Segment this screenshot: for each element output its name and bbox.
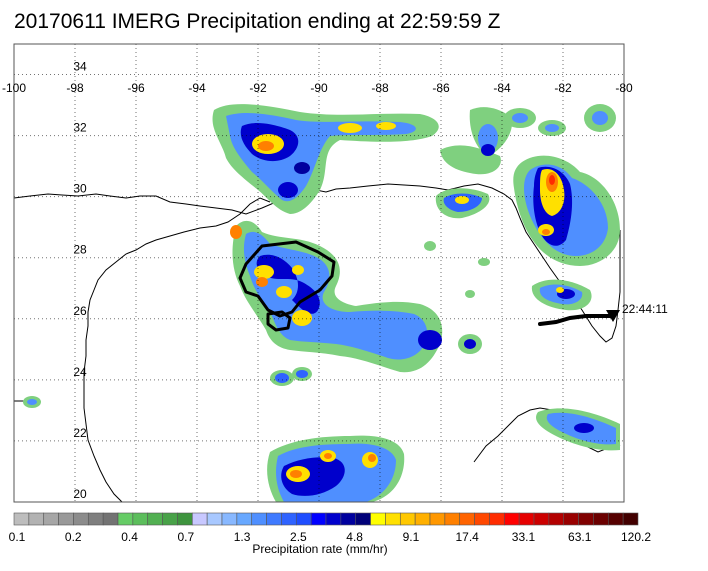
down-triangle-icon — [606, 310, 620, 322]
map-frame — [13, 43, 625, 503]
latitude-label: 20 — [73, 487, 87, 501]
colorbar-label: Precipitation rate (mm/hr) — [252, 542, 388, 556]
colorbar-swatch — [489, 512, 505, 526]
colorbar-swatch — [563, 512, 579, 526]
colorbar-swatch — [355, 512, 371, 526]
latitude-labels: 34 32 30 28 26 24 22 20 — [73, 60, 87, 501]
colorbar-swatch — [206, 512, 223, 526]
precip-cluster-florida-panhandle — [435, 104, 616, 219]
precip-cluster-cuba — [536, 408, 620, 451]
colorbar-swatch — [58, 512, 74, 526]
colorbar-swatch — [325, 512, 342, 526]
colorbar-swatch — [117, 512, 134, 526]
colorbar-swatch — [414, 512, 431, 526]
colorbar-swatch — [132, 512, 149, 526]
latitude-label: 24 — [73, 365, 87, 379]
colorbar-swatch — [474, 512, 490, 526]
precip-cluster-yucatan — [267, 435, 405, 502]
longitude-label: -94 — [188, 81, 206, 95]
precip-cluster-gulf-central — [230, 220, 443, 373]
colorbar-swatch — [518, 512, 535, 526]
latitude-label: 34 — [73, 60, 87, 74]
longitude-label: -86 — [432, 81, 450, 95]
latitude-label: 32 — [73, 121, 87, 135]
latitude-label: 28 — [73, 243, 87, 257]
colorbar-tick-label: 0.1 — [9, 530, 26, 544]
colorbar-swatch — [147, 512, 163, 526]
colorbar-tick-label: 63.1 — [568, 530, 592, 544]
colorbar-tick-labels: 0.1 0.2 0.4 0.7 1.3 2.5 4.8 9.1 17.4 33.1 63.1 120.… — [9, 530, 652, 544]
colorbar-swatch — [102, 512, 119, 526]
colorbar-swatch — [73, 512, 89, 526]
colorbar-tick-label: 9.1 — [403, 530, 420, 544]
colorbar-swatch — [578, 512, 594, 526]
longitude-label: -92 — [249, 81, 267, 95]
colorbar-tick-label: 120.2 — [621, 530, 651, 544]
colorbar — [13, 512, 639, 526]
colorbar-swatch — [310, 512, 327, 526]
longitude-labels: -100 -98 -96 -94 -92 -90 -88 -86 -84 -82 -80 — [2, 81, 633, 95]
colorbar-swatch — [295, 512, 312, 526]
colorbar-tick-label: 0.4 — [121, 530, 138, 544]
lat-lon-grid — [14, 44, 624, 502]
colorbar-swatch — [162, 512, 178, 526]
longitude-label: -80 — [615, 81, 633, 95]
colorbar-swatch — [533, 512, 550, 526]
colorbar-tick-label: 2.5 — [290, 530, 307, 544]
longitude-label: -96 — [127, 81, 145, 95]
colorbar-tick-label: 17.4 — [456, 530, 480, 544]
longitude-label: -98 — [66, 81, 84, 95]
colorbar-swatch — [444, 512, 461, 526]
colorbar-swatch — [266, 512, 282, 526]
colorbar-tick-label: 4.8 — [346, 530, 363, 544]
precipitation-clusters — [23, 104, 620, 502]
satellite-track — [538, 310, 620, 326]
colorbar-swatch — [177, 512, 193, 526]
longitude-label: -82 — [554, 81, 572, 95]
colorbar-swatch — [385, 512, 401, 526]
colorbar-tick-label: 33.1 — [512, 530, 536, 544]
analysis-region-outline — [238, 240, 336, 332]
latitude-label: 22 — [73, 426, 87, 440]
colorbar-swatch — [607, 512, 624, 526]
colorbar-swatch — [28, 512, 45, 526]
colorbar-swatch — [459, 512, 475, 526]
colorbar-swatch — [370, 512, 386, 526]
colorbar-swatch — [340, 512, 357, 526]
colorbar-swatch — [236, 512, 253, 526]
colorbar-tick-label: 0.2 — [65, 530, 82, 544]
colorbar-swatch — [593, 512, 609, 526]
colorbar-swatch — [13, 512, 30, 526]
track-end-label: 22:44:11 — [622, 302, 668, 316]
longitude-label: -90 — [310, 81, 328, 95]
colorbar-swatch — [251, 512, 267, 526]
longitude-label: -84 — [493, 81, 511, 95]
colorbar-swatch — [43, 512, 59, 526]
colorbar-swatch — [429, 512, 446, 526]
colorbar-swatch — [281, 512, 297, 526]
precip-cluster-louisiana — [212, 104, 439, 214]
latitude-label: 30 — [73, 182, 87, 196]
colorbar-swatch — [622, 512, 639, 526]
precip-cluster-florida-peninsula — [513, 155, 620, 311]
colorbar-swatch — [548, 512, 565, 526]
latitude-label: 26 — [73, 304, 87, 318]
colorbar-swatch — [503, 512, 520, 526]
longitude-label: -88 — [371, 81, 389, 95]
colorbar-tick-label: 0.7 — [177, 530, 194, 544]
map-title: 20170611 IMERG Precipitation ending at 2… — [14, 10, 501, 33]
colorbar-swatch — [87, 512, 104, 526]
colorbar-swatch — [191, 512, 208, 526]
colorbar-swatch — [399, 512, 416, 526]
colorbar-tick-label: 1.3 — [234, 530, 251, 544]
colorbar-swatch — [221, 512, 238, 526]
longitude-label: -100 — [2, 81, 26, 95]
